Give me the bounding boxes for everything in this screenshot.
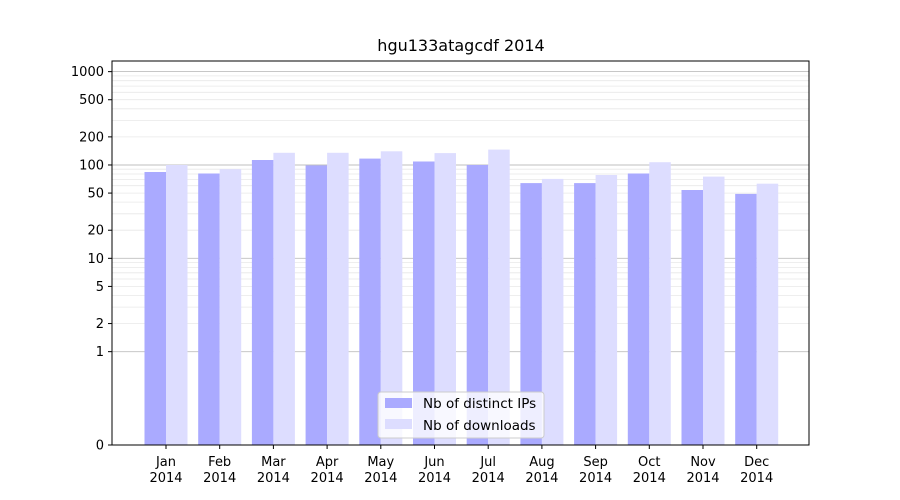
bar-distinct-ips (466, 165, 489, 445)
x-tick-label-year: 2014 (149, 471, 182, 486)
x-tick-label-month: Aug (529, 455, 554, 470)
x-tick-label-month: May (367, 455, 394, 470)
y-tick-label: 5 (96, 280, 104, 295)
y-tick-label: 1 (96, 345, 104, 360)
x-axis: Jan2014Feb2014Mar2014Apr2014May2014Jun20… (149, 445, 773, 486)
y-tick-label: 100 (79, 158, 104, 173)
bars-layer (144, 149, 779, 446)
x-tick-label-year: 2014 (472, 471, 505, 486)
y-tick-label: 20 (87, 224, 104, 239)
x-tick-label-month: Mar (261, 455, 286, 470)
x-tick-label-month: Sep (583, 455, 608, 470)
bar-downloads (595, 175, 618, 445)
bar-downloads (166, 165, 188, 445)
bar-downloads (488, 149, 510, 445)
bar-downloads (649, 162, 671, 445)
y-tick-label: 10 (87, 252, 104, 267)
x-tick-label-year: 2014 (311, 471, 344, 486)
x-tick-label-year: 2014 (579, 471, 612, 486)
legend-swatch-downloads (385, 419, 412, 429)
bar-distinct-ips (198, 173, 220, 445)
y-axis: 0 1 2 5 10 20 50 100 200 500 1000 (71, 65, 112, 454)
x-tick-label-year: 2014 (633, 471, 666, 486)
bar-downloads (434, 153, 456, 445)
bar-downloads (273, 152, 295, 446)
legend: Nb of distinct IPs Nb of downloads (377, 391, 545, 439)
x-tick-label-month: Feb (208, 455, 231, 470)
y-tick-label: 500 (79, 93, 104, 108)
legend-label-ips: Nb of distinct IPs (423, 396, 536, 412)
x-tick-label-year: 2014 (686, 471, 719, 486)
chart-title: hgu133atagcdf 2014 (377, 36, 544, 55)
x-tick-label-year: 2014 (740, 471, 773, 486)
x-tick-label-year: 2014 (364, 471, 397, 486)
bar-distinct-ips (413, 161, 435, 445)
legend-swatch-ips (385, 398, 412, 408)
bar-distinct-ips (627, 173, 650, 445)
x-tick-label-year: 2014 (525, 471, 558, 486)
bar-downloads (703, 176, 725, 445)
bar-distinct-ips (735, 193, 757, 445)
bar-downloads (541, 178, 564, 445)
x-tick-label-month: Nov (690, 455, 716, 470)
x-tick-label-month: Oct (638, 455, 660, 470)
bar-downloads (327, 152, 349, 446)
bar-downloads (380, 151, 403, 446)
x-tick-label-month: Jan (155, 455, 176, 470)
legend-frame (377, 391, 545, 439)
x-tick-label-year: 2014 (418, 471, 451, 486)
x-tick-label-month: Dec (744, 455, 769, 470)
bar-distinct-ips (144, 172, 166, 445)
y-tick-label: 0 (96, 439, 104, 454)
y-tick-label: 2 (96, 317, 104, 332)
bar-downloads (756, 183, 779, 445)
bar-downloads (219, 169, 242, 445)
x-tick-label-year: 2014 (257, 471, 290, 486)
bar-distinct-ips (251, 160, 274, 445)
x-tick-label-month: Jun (423, 455, 444, 470)
x-tick-label-month: Apr (316, 455, 339, 470)
x-tick-label-month: Jul (479, 455, 496, 470)
bar-distinct-ips (681, 190, 703, 445)
legend-label-downloads: Nb of downloads (423, 418, 536, 434)
y-tick-label: 200 (79, 130, 104, 145)
y-tick-label: 1000 (71, 65, 104, 80)
bar-distinct-ips (359, 158, 381, 445)
y-tick-label: 50 (87, 187, 104, 202)
bar-distinct-ips (520, 183, 542, 445)
plot-frame (111, 60, 810, 446)
bar-distinct-ips (574, 183, 596, 445)
bar-distinct-ips (305, 165, 328, 445)
x-tick-label-year: 2014 (203, 471, 236, 486)
